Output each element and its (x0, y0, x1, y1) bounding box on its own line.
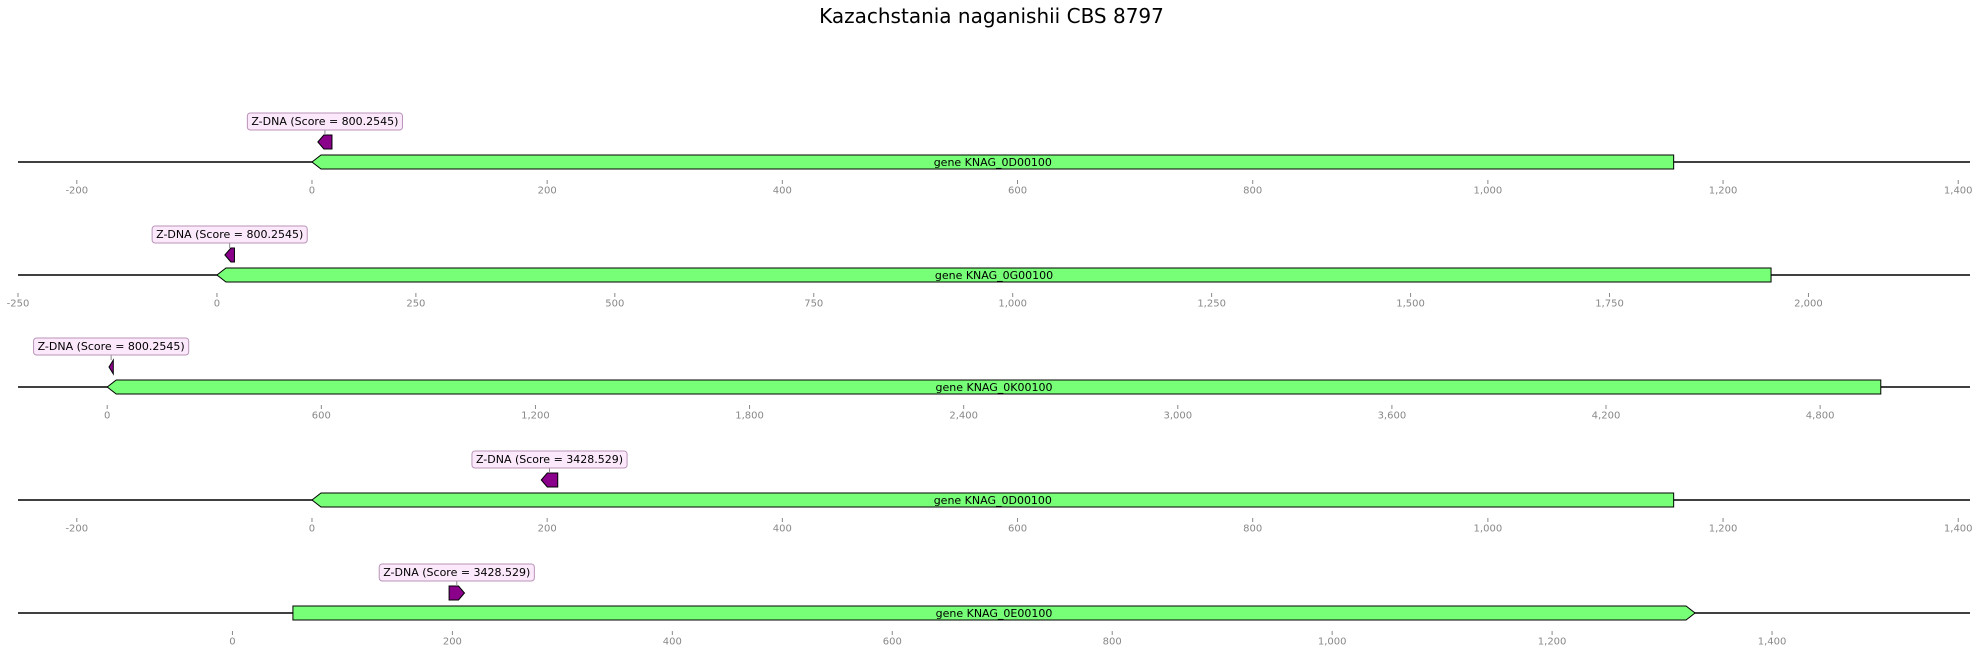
tick-label: 800 (1103, 636, 1122, 647)
tick-label: 400 (773, 185, 792, 196)
tick-label: 3,600 (1378, 410, 1407, 421)
tick-label: 1,200 (1538, 636, 1567, 647)
feature-label: Z-DNA (Score = 800.2545) (38, 340, 185, 353)
zdna-feature (540, 472, 559, 488)
gene-arrow (311, 154, 1675, 170)
tick-label: 1,000 (998, 298, 1027, 309)
feature-label: Z-DNA (Score = 800.2545) (156, 228, 303, 241)
feature-label-box (471, 450, 628, 469)
feature-label: Z-DNA (Score = 3428.529) (476, 453, 623, 466)
tick-label: -250 (7, 298, 30, 309)
feature-label: Z-DNA (Score = 3428.529) (383, 566, 530, 579)
tick-label: 600 (1008, 185, 1027, 196)
gene-label: gene KNAG_0K00100 (936, 381, 1053, 394)
tick-label: 4,200 (1592, 410, 1621, 421)
tick-label: 2,000 (1794, 298, 1823, 309)
tick-label: 750 (804, 298, 823, 309)
tick-label: 800 (1243, 185, 1262, 196)
tick-label: 0 (104, 410, 110, 421)
feature-label: Z-DNA (Score = 800.2545) (251, 115, 398, 128)
tick-label: 1,250 (1197, 298, 1226, 309)
gene-label: gene KNAG_0G00100 (935, 269, 1053, 282)
page-title: Kazachstania naganishii CBS 8797 (819, 4, 1164, 28)
tick-label: 0 (229, 636, 235, 647)
feature-label-box (246, 112, 403, 131)
feature-label-box (378, 563, 535, 582)
tick-label: 800 (1243, 523, 1262, 534)
tick-label: 600 (1008, 523, 1027, 534)
tick-label: 600 (312, 410, 331, 421)
tick-label: 1,000 (1474, 523, 1503, 534)
tick-label: 400 (773, 523, 792, 534)
feature-label-box (33, 337, 190, 356)
gene-label: gene KNAG_0E00100 (936, 607, 1053, 620)
tick-label: 0 (309, 185, 315, 196)
tick-label: 0 (309, 523, 315, 534)
tick-label: 200 (443, 636, 462, 647)
zdna-feature (108, 358, 114, 376)
gene-arrow (216, 267, 1772, 283)
tick-label: -200 (65, 523, 88, 534)
tick-label: 200 (538, 185, 557, 196)
gene-arrow (311, 492, 1675, 508)
tick-label: 200 (538, 523, 557, 534)
zdna-feature (224, 247, 235, 263)
tick-label: 1,500 (1396, 298, 1425, 309)
zdna-feature (317, 134, 333, 150)
tick-label: 1,200 (1709, 185, 1738, 196)
zdna-feature (448, 585, 466, 601)
tick-label: 1,800 (735, 410, 764, 421)
tick-label: 0 (214, 298, 220, 309)
tick-label: 1,750 (1595, 298, 1624, 309)
tick-label: 1,400 (1944, 185, 1973, 196)
gene-label: gene KNAG_0D00100 (934, 494, 1052, 507)
tick-label: 1,400 (1758, 636, 1787, 647)
tick-label: 3,000 (1163, 410, 1192, 421)
tick-label: 2,400 (949, 410, 978, 421)
tick-label: 4,800 (1806, 410, 1835, 421)
gene-arrow (292, 605, 1696, 621)
gene-arrow (106, 379, 1882, 395)
tick-label: 500 (605, 298, 624, 309)
tick-label: 1,200 (1709, 523, 1738, 534)
tick-label: 250 (406, 298, 425, 309)
tick-label: 1,400 (1944, 523, 1973, 534)
tick-label: 400 (663, 636, 682, 647)
tick-label: -200 (65, 185, 88, 196)
tick-label: 1,200 (521, 410, 550, 421)
gene-label: gene KNAG_0D00100 (934, 156, 1052, 169)
tick-label: 600 (883, 636, 902, 647)
tick-label: 1,000 (1318, 636, 1347, 647)
feature-label-box (151, 225, 308, 244)
tick-label: 1,000 (1474, 185, 1503, 196)
